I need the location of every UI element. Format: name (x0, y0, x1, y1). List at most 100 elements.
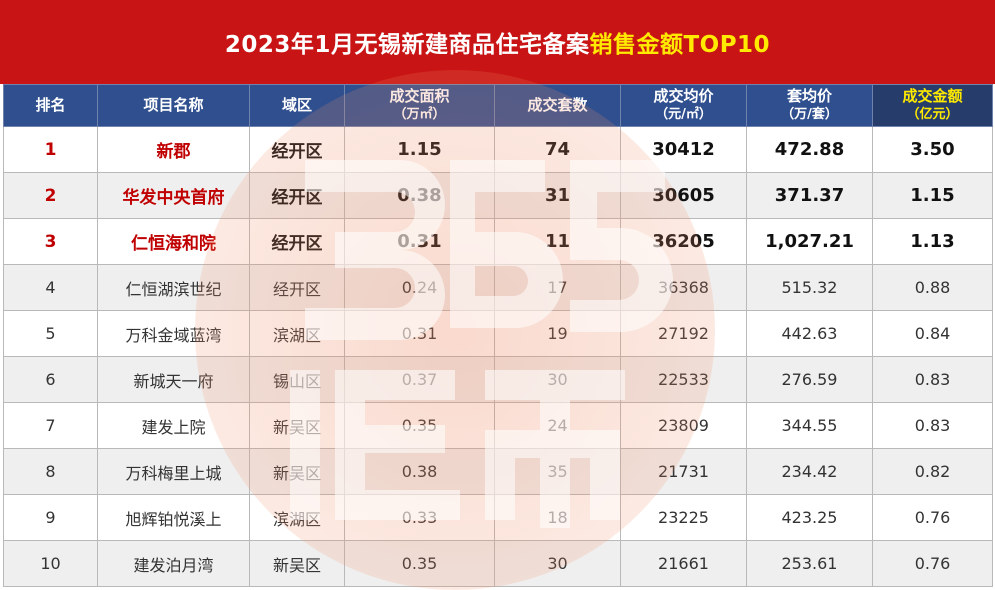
cell-district: 新吴区 (249, 402, 345, 449)
cell-rank: 1 (3, 126, 98, 173)
cell-name: 新城天一府 (97, 356, 250, 403)
cell-amount: 0.76 (872, 540, 993, 587)
cell-district: 新吴区 (249, 448, 345, 495)
cell-price: 30605 (620, 172, 747, 219)
cell-avg: 423.25 (746, 494, 873, 541)
cell-units: 31 (494, 172, 621, 219)
cell-price: 36368 (620, 264, 747, 311)
cell-price: 22533 (620, 356, 747, 403)
cell-name: 万科金域蓝湾 (97, 310, 250, 357)
cell-rank: 6 (3, 356, 98, 403)
cell-name: 万科梅里上城 (97, 448, 250, 495)
table-body: 1 新郡 经开区 1.15 74 30412 472.88 3.50 2 华发中央首府 经开区 0.3… (3, 126, 993, 587)
header-rank: 排名 (3, 84, 98, 127)
header-amount-unit: （亿元） (906, 107, 959, 122)
cell-amount: 0.83 (872, 356, 993, 403)
cell-price: 23809 (620, 402, 747, 449)
cell-district: 经开区 (249, 218, 345, 265)
cell-price: 21661 (620, 540, 747, 587)
cell-amount: 0.84 (872, 310, 993, 357)
cell-district: 锡山区 (249, 356, 345, 403)
table-row: 9 旭辉铂悦溪上 滨湖区 0.33 18 23225 423.25 0.76 (3, 494, 993, 541)
header-name: 项目名称 (97, 84, 250, 127)
cell-rank: 2 (3, 172, 98, 219)
sales-ranking-table: 排名 项目名称 域区 成交面积 （万㎡） 成交套数 成交均价 （元/㎡） 套均价 （万… (3, 84, 993, 587)
cell-name: 建发上院 (97, 402, 250, 449)
cell-rank: 9 (3, 494, 98, 541)
header-area: 成交面积 （万㎡） (344, 84, 495, 127)
cell-rank: 7 (3, 402, 98, 449)
cell-rank: 10 (3, 540, 98, 587)
cell-units: 24 (494, 402, 621, 449)
cell-area: 0.35 (344, 402, 495, 449)
header-price-unit: （元/㎡） (655, 107, 712, 122)
cell-amount: 3.50 (872, 126, 993, 173)
cell-district: 滨湖区 (249, 310, 345, 357)
header-amount-label: 成交金额 (902, 87, 963, 105)
table-row: 8 万科梅里上城 新吴区 0.38 35 21731 234.42 0.82 (3, 448, 993, 495)
cell-name: 仁恒海和院 (97, 218, 250, 265)
table-row: 3 仁恒海和院 经开区 0.31 11 36205 1,027.21 1.13 (3, 218, 993, 265)
table-row: 6 新城天一府 锡山区 0.37 30 22533 276.59 0.83 (3, 356, 993, 403)
cell-price: 36205 (620, 218, 747, 265)
cell-units: 17 (494, 264, 621, 311)
cell-avg: 515.32 (746, 264, 873, 311)
cell-price: 23225 (620, 494, 747, 541)
header-amount: 成交金额 （亿元） (872, 84, 993, 127)
cell-avg: 371.37 (746, 172, 873, 219)
cell-area: 0.33 (344, 494, 495, 541)
title-highlight: 销售金额TOP10 (589, 32, 771, 58)
cell-price: 27192 (620, 310, 747, 357)
title-main: 2023年1月无锡新建商品住宅备案 (224, 32, 590, 58)
cell-rank: 5 (3, 310, 98, 357)
header-area-unit: （万㎡） (393, 107, 446, 122)
cell-district: 经开区 (249, 172, 345, 219)
cell-rank: 4 (3, 264, 98, 311)
table-header-row: 排名 项目名称 域区 成交面积 （万㎡） 成交套数 成交均价 （元/㎡） 套均价 （万… (3, 84, 993, 127)
cell-area: 0.38 (344, 448, 495, 495)
cell-amount: 0.83 (872, 402, 993, 449)
table-row: 5 万科金域蓝湾 滨湖区 0.31 19 27192 442.63 0.84 (3, 310, 993, 357)
cell-units: 18 (494, 494, 621, 541)
cell-units: 74 (494, 126, 621, 173)
cell-amount: 0.82 (872, 448, 993, 495)
table-row: 1 新郡 经开区 1.15 74 30412 472.88 3.50 (3, 126, 993, 173)
cell-area: 1.15 (344, 126, 495, 173)
page-title: 2023年1月无锡新建商品住宅备案 销售金额TOP10 (0, 0, 995, 84)
cell-amount: 1.15 (872, 172, 993, 219)
cell-avg: 1,027.21 (746, 218, 873, 265)
header-units: 成交套数 (494, 84, 621, 127)
cell-district: 经开区 (249, 126, 345, 173)
header-district: 域区 (249, 84, 345, 127)
cell-district: 经开区 (249, 264, 345, 311)
cell-area: 0.31 (344, 310, 495, 357)
table-row: 4 仁恒湖滨世纪 经开区 0.24 17 36368 515.32 0.88 (3, 264, 993, 311)
cell-units: 19 (494, 310, 621, 357)
cell-area: 0.35 (344, 540, 495, 587)
cell-amount: 1.13 (872, 218, 993, 265)
header-avg-label: 套均价 (786, 87, 832, 105)
cell-name: 建发泊月湾 (97, 540, 250, 587)
cell-area: 0.37 (344, 356, 495, 403)
cell-avg: 276.59 (746, 356, 873, 403)
cell-name: 华发中央首府 (97, 172, 250, 219)
cell-units: 30 (494, 356, 621, 403)
cell-amount: 0.76 (872, 494, 993, 541)
header-area-label: 成交面积 (389, 87, 450, 105)
cell-name: 仁恒湖滨世纪 (97, 264, 250, 311)
cell-avg: 472.88 (746, 126, 873, 173)
cell-avg: 234.42 (746, 448, 873, 495)
cell-amount: 0.88 (872, 264, 993, 311)
cell-rank: 3 (3, 218, 98, 265)
cell-units: 35 (494, 448, 621, 495)
cell-price: 21731 (620, 448, 747, 495)
cell-name: 新郡 (97, 126, 250, 173)
table-row: 2 华发中央首府 经开区 0.38 31 30605 371.37 1.15 (3, 172, 993, 219)
header-avg: 套均价 （万/套） (746, 84, 873, 127)
cell-avg: 253.61 (746, 540, 873, 587)
cell-avg: 344.55 (746, 402, 873, 449)
cell-area: 0.31 (344, 218, 495, 265)
cell-price: 30412 (620, 126, 747, 173)
cell-district: 滨湖区 (249, 494, 345, 541)
cell-units: 11 (494, 218, 621, 265)
